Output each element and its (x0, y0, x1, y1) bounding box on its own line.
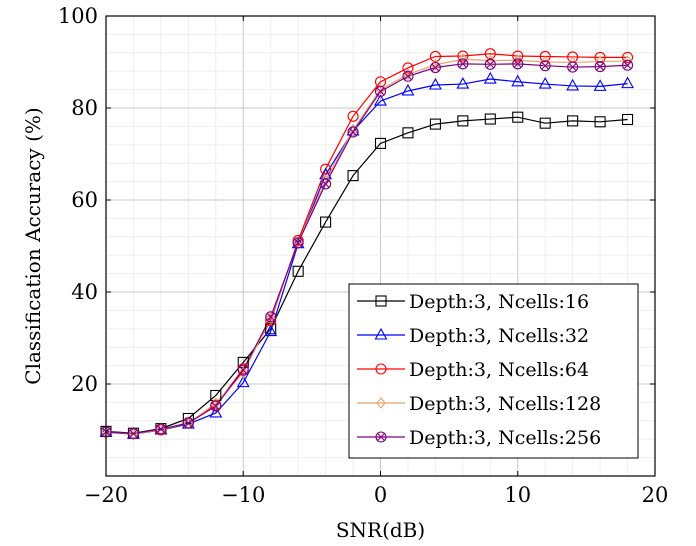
data-point-3-17 (539, 50, 551, 63)
legend-entry-2: Depth:3, Ncells:32 (357, 325, 589, 347)
data-point-4-17 (540, 56, 550, 68)
data-point-1-10 (347, 170, 359, 182)
data-point-4-6 (238, 366, 248, 379)
data-point-3-14 (457, 50, 469, 62)
legend-label: Depth:3, Ncells:128 (409, 393, 601, 415)
data-point-2-18 (566, 78, 580, 91)
data-point-4-7 (265, 312, 276, 325)
data-point-4-16 (513, 54, 523, 67)
data-point-1-13 (429, 118, 441, 130)
axis-ticks (105, 15, 656, 476)
legend-marker (376, 397, 386, 409)
y-tick-label: 20 (71, 372, 98, 396)
data-point-3-15 (484, 48, 496, 60)
x-tick-label: −20 (84, 483, 128, 507)
legend-box (348, 283, 639, 459)
legend-entry-3: Depth:3, Ncells:64 (357, 359, 589, 381)
x-axis-title: SNR(dB) (336, 518, 425, 542)
data-point-4-9 (320, 174, 331, 187)
legend-marker (375, 363, 387, 375)
data-point-1-9 (320, 216, 332, 228)
data-point-3-9 (320, 163, 332, 175)
data-point-4-15 (485, 54, 496, 67)
x-tick-label: 20 (642, 483, 669, 507)
data-point-1-16 (512, 111, 524, 123)
data-point-4-10 (348, 124, 358, 136)
tick-labels: −20 −10 0 10 20 20 40 60 80 100 (58, 4, 668, 507)
data-point-2-17 (538, 76, 552, 89)
data-point-2-16 (511, 74, 525, 87)
data-point-5-18 (567, 61, 579, 73)
legend-label: Depth:3, Ncells:16 (409, 291, 589, 313)
data-point-3-12 (402, 62, 414, 74)
data-point-5-19 (594, 61, 606, 73)
y-tick-label: 100 (58, 4, 98, 28)
data-point-5-11 (374, 85, 387, 97)
data-point-5-14 (457, 58, 469, 70)
data-point-2-14 (456, 76, 470, 89)
legend-entry-4: Depth:3, Ncells:128 (357, 393, 601, 415)
data-point-1-18 (567, 115, 579, 127)
y-axis-title: Classification Accuracy (%) (21, 107, 45, 384)
data-point-5-12 (402, 70, 414, 82)
x-tick-label: 0 (374, 483, 387, 507)
data-point-1-8 (292, 265, 304, 277)
data-point-5-9 (320, 178, 332, 190)
data-point-2-15 (483, 71, 497, 84)
data-point-5-7 (265, 311, 277, 323)
data-point-5-10 (347, 126, 359, 138)
legend-marker (374, 327, 388, 340)
data-point-2-20 (621, 76, 634, 89)
data-point-3-16 (512, 50, 524, 62)
data-point-1-20 (621, 113, 634, 126)
data-point-3-10 (347, 110, 359, 122)
data-point-2-13 (428, 77, 442, 90)
data-point-2-19 (593, 79, 607, 91)
x-tick-label: −10 (221, 483, 265, 507)
data-point-1-19 (594, 116, 606, 128)
data-point-1-15 (484, 113, 496, 125)
data-point-2-6 (236, 375, 250, 388)
data-point-5-16 (512, 58, 524, 70)
data-point-5-3 (155, 423, 167, 435)
data-point-3-20 (621, 51, 634, 63)
data-point-1-11 (374, 137, 387, 149)
data-point-5-2 (127, 428, 139, 440)
data-point-3-19 (594, 51, 606, 63)
data-point-5-6 (237, 364, 249, 376)
legend: Depth:3, Ncells:16 Depth:3, Ncells:32 Dept… (348, 283, 639, 459)
data-point-5-4 (182, 417, 194, 429)
legend-entry-5: Depth:3, Ncells:256 (357, 427, 601, 449)
data-point-5-17 (539, 60, 551, 72)
y-tick-label: 60 (71, 188, 98, 212)
data-point-4-11 (375, 83, 386, 96)
data-point-5-13 (429, 61, 441, 74)
data-point-1-14 (457, 115, 469, 127)
data-point-3-13 (429, 50, 441, 63)
legend-label: Depth:3, Ncells:256 (409, 427, 601, 449)
y-tick-label: 40 (71, 280, 98, 304)
legend-label: Depth:3, Ncells:64 (409, 359, 589, 381)
series-markers (99, 48, 634, 441)
data-point-3-7 (265, 314, 277, 327)
data-point-2-12 (401, 83, 415, 96)
data-point-1-17 (539, 117, 551, 129)
data-point-2-5 (209, 405, 223, 418)
data-point-5-5 (210, 400, 222, 412)
data-point-5-15 (484, 58, 496, 70)
data-point-5-8 (292, 237, 304, 249)
legend-marker (375, 431, 387, 443)
data-point-2-7 (264, 324, 278, 337)
data-point-4-12 (403, 68, 413, 81)
legend-marker (375, 295, 387, 307)
y-tick-label: 80 (71, 96, 98, 120)
legend-entry-1: Depth:3, Ncells:16 (357, 291, 589, 313)
data-point-2-11 (374, 93, 387, 106)
legend-label: Depth:3, Ncells:32 (409, 325, 589, 347)
data-point-4-20 (622, 55, 633, 67)
data-point-1-12 (402, 127, 414, 139)
x-tick-label: 10 (504, 483, 531, 507)
data-point-5-20 (621, 59, 634, 71)
